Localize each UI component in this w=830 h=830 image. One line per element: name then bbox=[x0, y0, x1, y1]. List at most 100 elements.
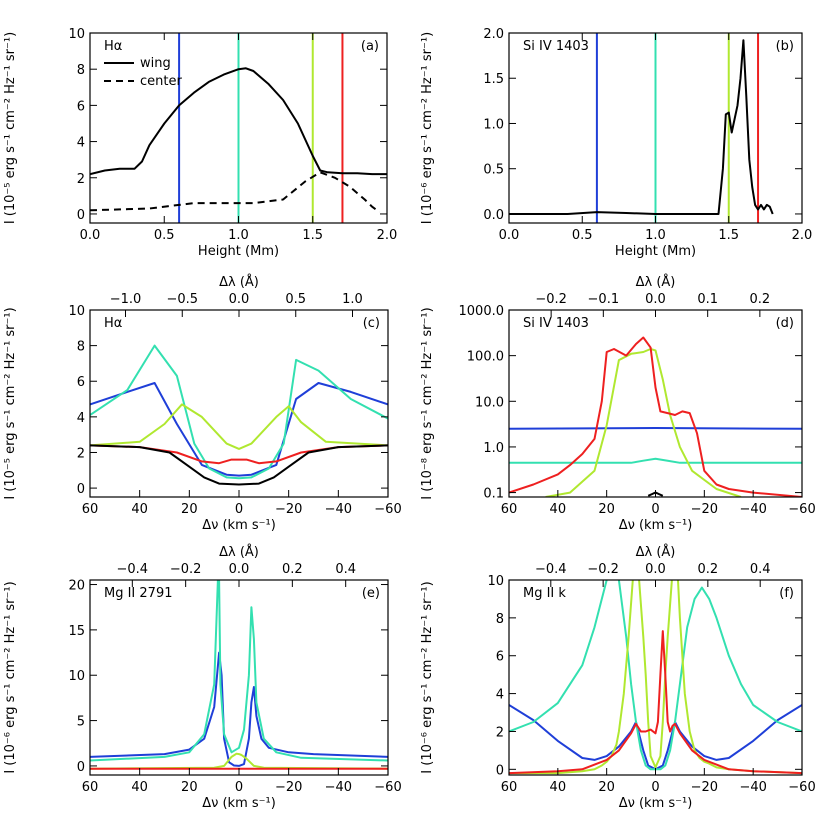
x-tick-label: −20 bbox=[691, 502, 718, 517]
top-x-tick-label: 0.2 bbox=[750, 292, 771, 307]
x-tick-label: 60 bbox=[82, 502, 99, 517]
y-tick-label: 10 bbox=[68, 27, 85, 42]
x-tick-label: −40 bbox=[325, 780, 352, 795]
y-tick-label: 0 bbox=[496, 763, 504, 778]
top-x-axis-title: Δλ (Å) bbox=[636, 544, 676, 560]
y-tick-label: 4 bbox=[77, 136, 85, 151]
x-tick-label: 0 bbox=[651, 780, 659, 795]
top-x-tick-label: 0.0 bbox=[229, 292, 250, 307]
x-tick-label: −40 bbox=[739, 780, 766, 795]
x-axis-title: Height (Mm) bbox=[615, 244, 696, 259]
series-line-wing bbox=[90, 67, 387, 176]
top-x-axis-title: Δλ (Å) bbox=[219, 274, 259, 290]
x-tick-label: −60 bbox=[374, 502, 401, 517]
series-line bbox=[90, 580, 388, 762]
panel-letter: (c) bbox=[363, 316, 380, 331]
top-x-tick-label: 1.0 bbox=[342, 292, 363, 307]
y-tick-label: 5 bbox=[77, 715, 85, 730]
x-tick-label: 60 bbox=[501, 502, 518, 517]
line-label: Si IV 1403 bbox=[523, 39, 589, 54]
y-tick-label: 10.0 bbox=[475, 395, 504, 410]
top-x-tick-label: 0.4 bbox=[335, 562, 356, 577]
panel-letter: (f) bbox=[779, 586, 794, 601]
series-line bbox=[545, 348, 742, 497]
y-tick-label: 8 bbox=[77, 340, 85, 355]
y-tick-label: 1.0 bbox=[483, 117, 504, 132]
y-tick-label: 0 bbox=[77, 482, 85, 497]
top-x-tick-label: 0.2 bbox=[282, 562, 303, 577]
x-tick-label: −60 bbox=[374, 780, 401, 795]
top-x-axis-title: Δλ (Å) bbox=[219, 544, 259, 560]
top-x-tick-label: −0.2 bbox=[535, 292, 567, 307]
panel-c: 60 40 20 0 −20 −40 −60 −1.0 −0.5 0.0 0.5 1.0 Δλ (Å) 0… bbox=[3, 274, 402, 533]
x-tick-label: 0.0 bbox=[499, 228, 520, 243]
panel-b: 0.0 0.5 1.0 1.5 2.0 0.0 0.5 1.0 1.5 2.0 Height (Mm… bbox=[420, 27, 812, 259]
series-line bbox=[509, 630, 802, 775]
legend-label-center: center bbox=[140, 74, 182, 89]
series-line bbox=[509, 457, 802, 464]
series-line bbox=[509, 580, 802, 771]
line-label: Hα bbox=[104, 316, 122, 331]
x-tick-label: 0 bbox=[651, 502, 659, 517]
plot-area bbox=[90, 580, 388, 770]
y-axis-title: I (10⁻⁵ erg s⁻¹ cm⁻² Hz⁻¹ sr⁻¹) bbox=[3, 307, 18, 499]
top-x-tick-label: 0.5 bbox=[285, 292, 306, 307]
series-line bbox=[90, 344, 388, 480]
x-tick-label: 60 bbox=[82, 780, 99, 795]
x-tick-label: 40 bbox=[550, 502, 567, 517]
x-tick-label: 20 bbox=[181, 780, 198, 795]
y-axis-title: I (10⁻⁵ erg s⁻¹ cm⁻² Hz⁻¹ sr⁻¹) bbox=[3, 32, 18, 224]
series-line bbox=[509, 427, 802, 430]
series-line bbox=[90, 444, 388, 465]
y-tick-label: 20 bbox=[68, 579, 85, 594]
plot-area bbox=[90, 344, 388, 486]
top-x-axis-title: Δλ (Å) bbox=[636, 274, 676, 290]
y-tick-label: 100.0 bbox=[467, 350, 504, 365]
panel-letter: (b) bbox=[776, 39, 794, 54]
y-axis-title: I (10⁻⁶ erg s⁻¹ cm⁻² Hz⁻¹ sr⁻¹) bbox=[420, 581, 435, 773]
x-tick-label: −40 bbox=[325, 502, 352, 517]
series-line-center bbox=[90, 171, 381, 213]
x-tick-label: 1.5 bbox=[718, 228, 739, 243]
y-tick-label: 15 bbox=[68, 624, 85, 639]
y-tick-label: 6 bbox=[77, 99, 85, 114]
x-tick-label: 40 bbox=[550, 780, 567, 795]
top-x-tick-label: 0.2 bbox=[698, 562, 719, 577]
x-tick-label: 2.0 bbox=[377, 228, 398, 243]
top-x-tick-label: 0.0 bbox=[645, 562, 666, 577]
panel-d: 60 40 20 0 −20 −40 −60 −0.2 −0.1 0.0 0.1 0.2 Δλ (Å) 0… bbox=[420, 274, 816, 533]
x-tick-label: −20 bbox=[275, 502, 302, 517]
line-label: Hα bbox=[104, 39, 122, 54]
x-axis-title: Δν (km s⁻¹) bbox=[202, 796, 276, 811]
line-label: Mg II k bbox=[523, 586, 566, 601]
series-line bbox=[509, 39, 774, 215]
x-axis-title: Δν (km s⁻¹) bbox=[619, 518, 693, 533]
plot-area bbox=[509, 336, 802, 497]
x-tick-label: 0 bbox=[235, 502, 243, 517]
plot-area bbox=[509, 33, 774, 223]
panel-a: 0.0 0.5 1.0 1.5 2.0 0 2 4 6 8 10 Height (Mm) I (10⁻⁵… bbox=[3, 27, 397, 259]
x-tick-label: −60 bbox=[788, 502, 815, 517]
top-x-tick-label: −0.1 bbox=[588, 292, 620, 307]
x-tick-label: 20 bbox=[181, 502, 198, 517]
top-x-tick-label: −0.5 bbox=[166, 292, 198, 307]
y-tick-label: 1000.0 bbox=[459, 304, 505, 319]
top-x-tick-label: −0.2 bbox=[170, 562, 202, 577]
series-line bbox=[509, 336, 802, 497]
x-tick-label: 2.0 bbox=[792, 228, 813, 243]
x-tick-label: −40 bbox=[739, 502, 766, 517]
y-tick-label: 0 bbox=[77, 208, 85, 223]
panel-f: 60 40 20 0 −20 −40 −60 −0.4 −0.2 0.0 0.2 0.4 Δλ (Å) 0… bbox=[420, 544, 816, 811]
x-axis-title: Δν (km s⁻¹) bbox=[202, 518, 276, 533]
x-tick-label: 1.0 bbox=[228, 228, 249, 243]
y-axis-title: I (10⁻⁶ erg s⁻¹ cm⁻² Hz⁻¹ sr⁻¹) bbox=[3, 581, 18, 773]
y-tick-label: 1.5 bbox=[483, 72, 504, 87]
line-label: Si IV 1403 bbox=[523, 316, 589, 331]
top-x-tick-label: 0.1 bbox=[697, 292, 718, 307]
y-tick-label: 10 bbox=[487, 574, 504, 589]
y-tick-label: 1.0 bbox=[483, 441, 504, 456]
y-tick-label: 4 bbox=[77, 411, 85, 426]
legend-label-wing: wing bbox=[140, 56, 171, 71]
x-tick-label: 20 bbox=[598, 502, 615, 517]
plot-frame bbox=[508, 309, 803, 498]
